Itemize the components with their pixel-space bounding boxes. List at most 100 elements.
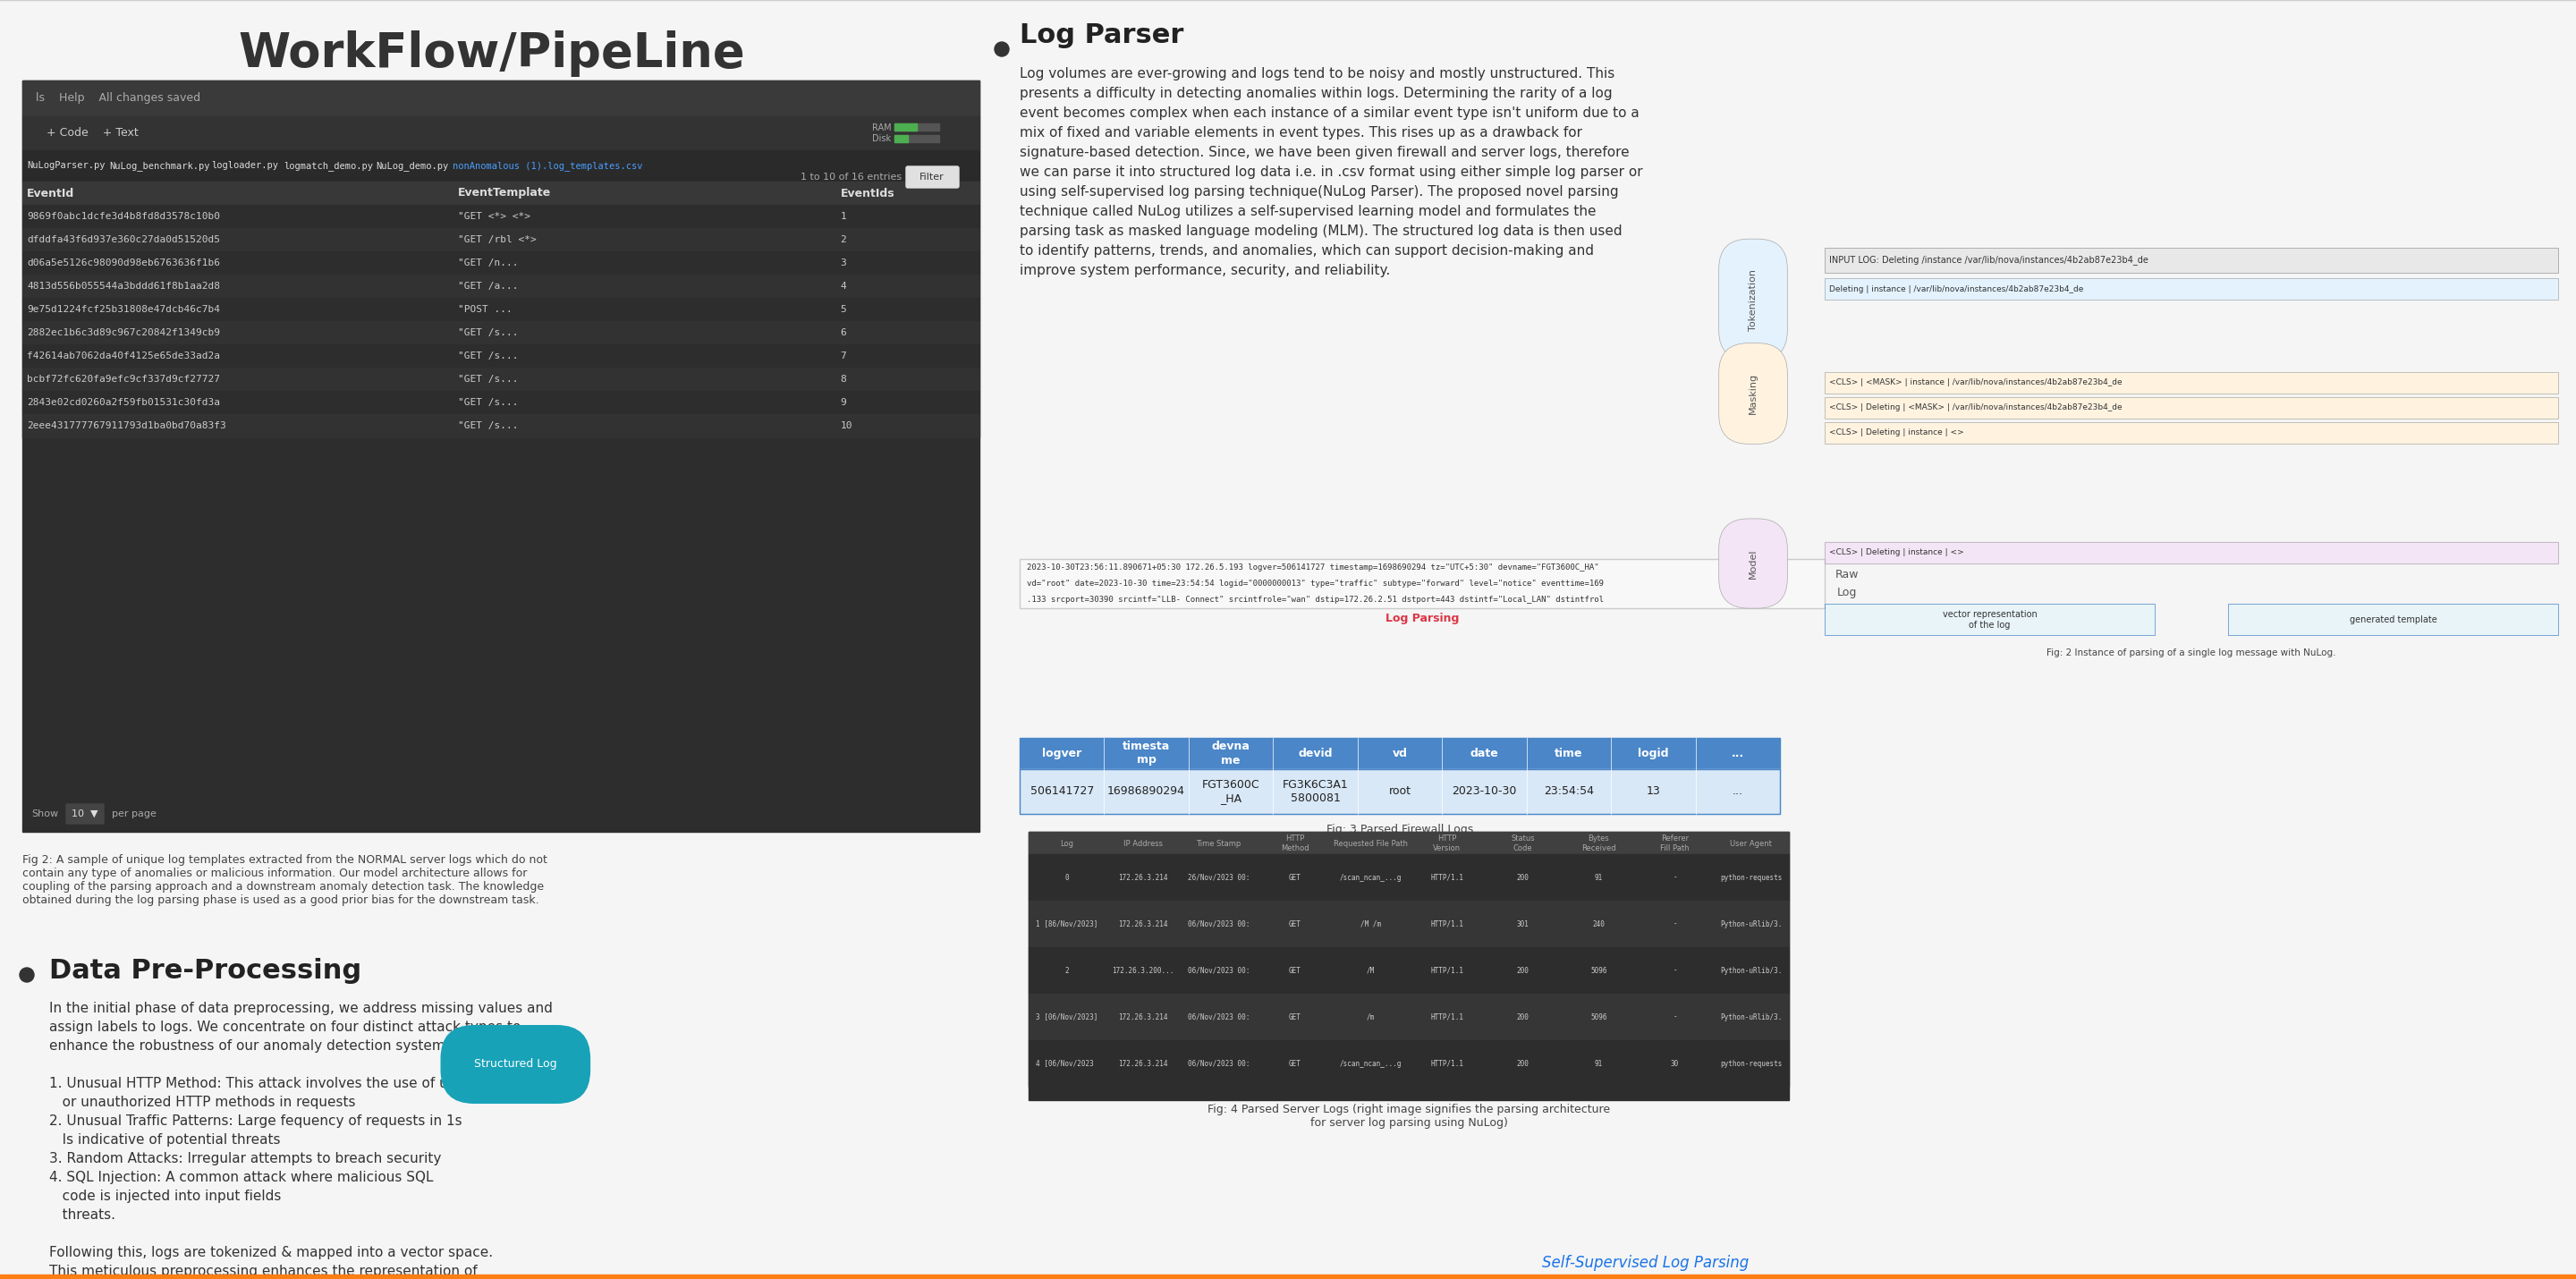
Bar xyxy=(1824,542,2558,564)
Text: 4. SQL Injection: A common attack where malicious SQL: 4. SQL Injection: A common attack where … xyxy=(49,1170,433,1184)
Text: Time Stamp: Time Stamp xyxy=(1195,839,1242,848)
Text: Filter: Filter xyxy=(920,173,945,182)
Bar xyxy=(894,136,940,142)
Text: /m: /m xyxy=(1368,1013,1376,1021)
Text: 8: 8 xyxy=(840,375,848,384)
Text: 7: 7 xyxy=(840,352,848,361)
Text: python-requests: python-requests xyxy=(1721,874,1783,881)
Text: This meticulous preprocessing enhances the representation of: This meticulous preprocessing enhances t… xyxy=(49,1265,477,1278)
Text: ...: ... xyxy=(1731,748,1744,760)
Text: .133 srcport=30390 srcintf="LLB- Connect" srcintfrole="wan" dstip=172.26.2.51 ds: .133 srcport=30390 srcintf="LLB- Connect… xyxy=(1028,596,1605,604)
Text: 172.26.3.200...: 172.26.3.200... xyxy=(1113,967,1175,975)
Bar xyxy=(894,124,940,130)
Text: <CLS> | Deleting | <MASK> | /var/lib/nova/instances/4b2ab87e23b4_de: <CLS> | Deleting | <MASK> | /var/lib/nov… xyxy=(1829,404,2123,412)
Text: ls    Help    All changes saved: ls Help All changes saved xyxy=(36,92,201,104)
Text: Raw: Raw xyxy=(1834,569,1860,581)
Text: 200: 200 xyxy=(1517,1013,1530,1021)
Text: Deleting | instance | /var/lib/nova/instances/4b2ab87e23b4_de: Deleting | instance | /var/lib/nova/inst… xyxy=(1829,285,2084,293)
Text: Fig: 3 Parsed Firewall Logs: Fig: 3 Parsed Firewall Logs xyxy=(1327,824,1473,835)
Text: 91: 91 xyxy=(1595,1059,1602,1068)
Text: ...: ... xyxy=(1731,785,1744,797)
Text: f42614ab7062da40f4125e65de33ad2a: f42614ab7062da40f4125e65de33ad2a xyxy=(26,352,219,361)
Text: 9e75d1224fcf25b31808e47dcb46c7b4: 9e75d1224fcf25b31808e47dcb46c7b4 xyxy=(26,304,219,313)
Text: NuLogParser.py: NuLogParser.py xyxy=(26,161,106,170)
Bar xyxy=(23,182,979,205)
Bar xyxy=(1028,994,1788,1040)
Text: technique called NuLog utilizes a self-supervised learning model and formulates : technique called NuLog utilizes a self-s… xyxy=(1020,205,1597,219)
Text: <CLS> | Deleting | instance | <>: <CLS> | Deleting | instance | <> xyxy=(1829,428,1963,437)
Text: devid: devid xyxy=(1298,748,1332,760)
Text: we can parse it into structured log data i.e. in .csv format using either simple: we can parse it into structured log data… xyxy=(1020,165,1643,179)
Bar xyxy=(23,321,979,344)
Bar xyxy=(1824,372,2558,394)
Bar xyxy=(2228,604,2558,636)
Text: "GET /n...: "GET /n... xyxy=(459,258,518,267)
Text: Is indicative of potential threats: Is indicative of potential threats xyxy=(49,1133,281,1147)
Bar xyxy=(0,1275,2576,1279)
Text: Tokenization: Tokenization xyxy=(1749,269,1757,330)
Text: "GET /s...: "GET /s... xyxy=(459,421,518,430)
Text: per page: per page xyxy=(111,810,157,819)
Text: signature-based detection. Since, we have been given firewall and server logs, t: signature-based detection. Since, we hav… xyxy=(1020,146,1631,159)
Bar xyxy=(1824,372,2558,394)
Text: 2: 2 xyxy=(1064,967,1069,975)
Text: Model: Model xyxy=(1749,549,1757,578)
Text: 172.26.3.214: 172.26.3.214 xyxy=(1118,1013,1167,1021)
Bar xyxy=(1028,831,1788,1100)
Text: "GET /s...: "GET /s... xyxy=(459,352,518,361)
Text: 2843e02cd0260a2f59fb01531c30fd3a: 2843e02cd0260a2f59fb01531c30fd3a xyxy=(26,398,219,407)
Text: event becomes complex when each instance of a similar event type isn't uniform d: event becomes complex when each instance… xyxy=(1020,106,1638,120)
Text: Log: Log xyxy=(1059,839,1074,848)
Text: 10: 10 xyxy=(840,421,853,430)
Text: using self-supervised log parsing technique(NuLog Parser). The proposed novel pa: using self-supervised log parsing techni… xyxy=(1020,185,1618,198)
Text: HTTP/1.1: HTTP/1.1 xyxy=(1430,1059,1463,1068)
Text: 3: 3 xyxy=(840,258,848,267)
Bar xyxy=(23,150,979,182)
Text: -: - xyxy=(1672,1013,1677,1021)
Text: <CLS> | <MASK> | instance | /var/lib/nova/instances/4b2ab87e23b4_de: <CLS> | <MASK> | instance | /var/lib/nov… xyxy=(1829,379,2123,386)
Text: Bytes
Received: Bytes Received xyxy=(1582,835,1615,852)
Bar xyxy=(1824,422,2558,444)
Text: parsing task as masked language modeling (MLM). The structured log data is then : parsing task as masked language modeling… xyxy=(1020,225,1623,238)
Text: python-requests: python-requests xyxy=(1721,1059,1783,1068)
Text: 2023-10-30T23:56:11.890671+05:30 172.26.5.193 logver=506141727 timestamp=1698690: 2023-10-30T23:56:11.890671+05:30 172.26.… xyxy=(1028,564,1600,572)
Text: time: time xyxy=(1556,748,1582,760)
Text: NuLog_demo.py: NuLog_demo.py xyxy=(376,161,448,171)
Text: 1: 1 xyxy=(840,212,848,221)
Text: In the initial phase of data preprocessing, we address missing values and: In the initial phase of data preprocessi… xyxy=(49,1001,554,1016)
Bar xyxy=(23,228,979,252)
Text: 200: 200 xyxy=(1517,874,1530,881)
Text: Show: Show xyxy=(31,810,59,819)
Bar xyxy=(1020,559,1824,609)
Text: improve system performance, security, and reliability.: improve system performance, security, an… xyxy=(1020,263,1391,278)
Bar xyxy=(1824,604,2154,636)
Text: EventIds: EventIds xyxy=(840,188,894,200)
Text: HTTP/1.1: HTTP/1.1 xyxy=(1430,1013,1463,1021)
Bar xyxy=(23,81,979,831)
Text: 2882ec1b6c3d89c967c20842f1349cb9: 2882ec1b6c3d89c967c20842f1349cb9 xyxy=(26,329,219,338)
Text: Following this, logs are tokenized & mapped into a vector space.: Following this, logs are tokenized & map… xyxy=(49,1246,492,1260)
Bar xyxy=(1028,948,1788,994)
Text: 172.26.3.214: 172.26.3.214 xyxy=(1118,1059,1167,1068)
Text: Requested File Path: Requested File Path xyxy=(1334,839,1409,848)
Text: -: - xyxy=(1672,920,1677,929)
Text: Python-uRlib/3.: Python-uRlib/3. xyxy=(1721,920,1783,929)
Text: vd="root" date=2023-10-30 time=23:54:54 logid="0000000013" type="traffic" subtyp: vd="root" date=2023-10-30 time=23:54:54 … xyxy=(1028,579,1605,587)
Text: /M: /M xyxy=(1368,967,1376,975)
Text: Python-uRlib/3.: Python-uRlib/3. xyxy=(1721,967,1783,975)
Text: 1 [86/Nov/2023]: 1 [86/Nov/2023] xyxy=(1036,920,1097,929)
Text: 2023-10-30: 2023-10-30 xyxy=(1453,785,1517,797)
Text: 5: 5 xyxy=(840,304,848,313)
Bar xyxy=(23,205,979,228)
Text: Fig: 2 Instance of parsing of a single log message with NuLog.: Fig: 2 Instance of parsing of a single l… xyxy=(2048,648,2336,657)
Text: 10  ▼: 10 ▼ xyxy=(72,810,98,819)
Text: threats.: threats. xyxy=(49,1209,116,1221)
Text: IP Address: IP Address xyxy=(1123,839,1162,848)
Bar xyxy=(894,136,907,142)
Text: Masking: Masking xyxy=(1749,373,1757,414)
Text: EventId: EventId xyxy=(26,188,75,200)
Text: "GET /rbl <*>: "GET /rbl <*> xyxy=(459,235,536,244)
Text: 172.26.3.214: 172.26.3.214 xyxy=(1118,874,1167,881)
Text: HTTP
Method: HTTP Method xyxy=(1280,835,1309,852)
Text: 4: 4 xyxy=(840,281,848,290)
